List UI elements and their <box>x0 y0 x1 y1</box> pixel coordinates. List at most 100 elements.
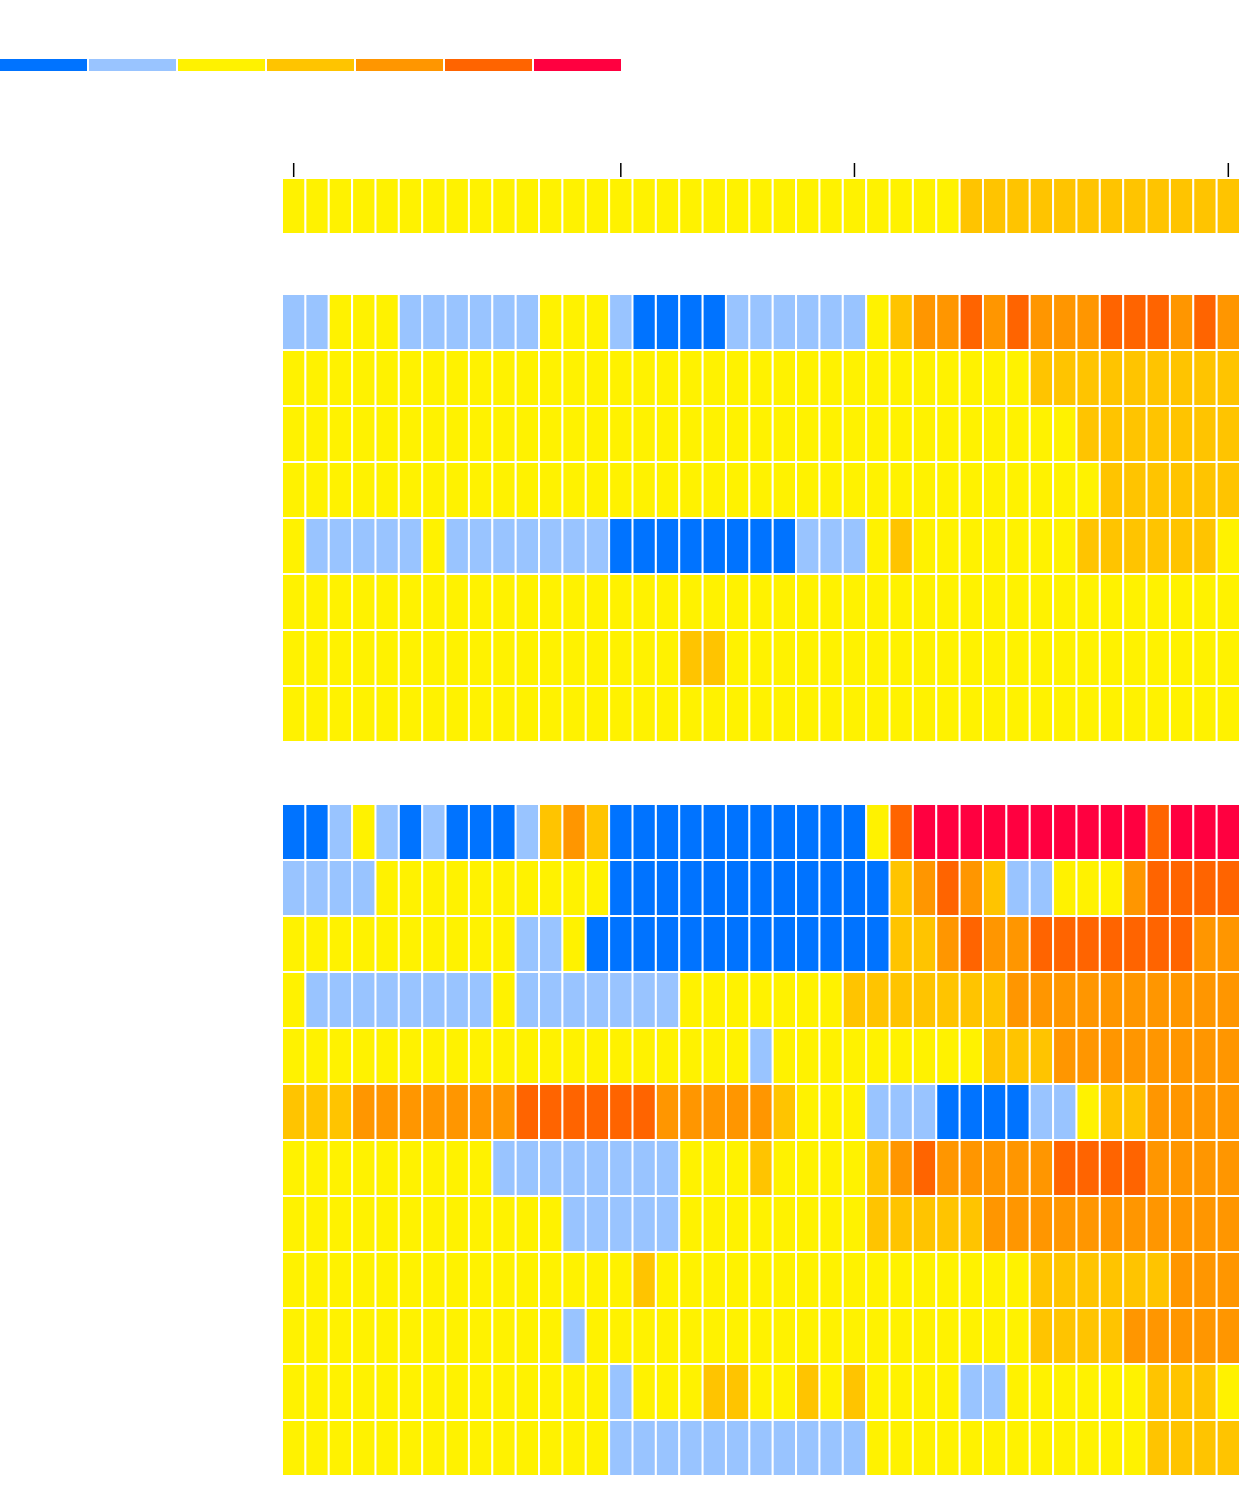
heatmap-cell <box>654 1083 681 1141</box>
heatmap-cell <box>981 1363 1008 1421</box>
heatmap-cell <box>281 573 307 631</box>
heatmap-cell <box>678 349 704 407</box>
heatmap-cell <box>608 1139 634 1197</box>
heatmap-cell <box>1005 1307 1031 1365</box>
heatmap-cell <box>865 1083 891 1141</box>
heatmap-cell <box>1098 971 1125 1029</box>
heatmap-cell <box>818 859 844 917</box>
heatmap-cell <box>771 971 798 1029</box>
heatmap-cell <box>935 517 961 575</box>
heatmap-cell <box>818 293 844 351</box>
heatmap-cell <box>1052 1251 1078 1309</box>
heatmap-cell <box>724 349 751 407</box>
heatmap-cell <box>701 1307 727 1365</box>
heatmap-cell <box>724 859 751 917</box>
heatmap-cell <box>911 517 938 575</box>
heatmap-cell <box>304 1139 330 1197</box>
heatmap-cell <box>748 1083 774 1141</box>
heatmap-cell <box>865 293 891 351</box>
legend-swatch-6 <box>534 59 621 71</box>
heatmap-cell <box>351 915 377 973</box>
heatmap-cell <box>1028 1251 1055 1309</box>
heatmap-cell <box>865 349 891 407</box>
heatmap-cell <box>1145 293 1171 351</box>
heatmap-cell <box>1005 349 1031 407</box>
heatmap-cell <box>1192 803 1218 861</box>
heatmap-cell <box>981 1251 1008 1309</box>
heatmap-cell <box>351 971 377 1029</box>
heatmap-cell <box>678 1251 704 1309</box>
heatmap-cell <box>467 1195 494 1253</box>
heatmap-cell <box>841 517 868 575</box>
heatmap-cell <box>818 1083 844 1141</box>
heatmap-cell <box>888 915 914 973</box>
heatmap-cell <box>748 461 774 519</box>
heatmap-cell <box>771 405 798 463</box>
heatmap-cell <box>748 1251 774 1309</box>
heatmap-cell <box>561 971 587 1029</box>
heatmap-cell <box>584 1307 611 1365</box>
heatmap-cell <box>701 517 727 575</box>
heatmap-cell <box>1052 293 1078 351</box>
legend-swatch-5 <box>445 59 532 71</box>
heatmap-cell <box>1215 1363 1240 1421</box>
heatmap-cell <box>678 1083 704 1141</box>
heatmap-cell <box>327 1419 354 1477</box>
heatmap-cell <box>911 859 938 917</box>
heatmap-cell <box>1005 293 1031 351</box>
heatmap-cell <box>281 349 307 407</box>
heatmap-cell <box>818 349 844 407</box>
heatmap-cell <box>654 349 681 407</box>
heatmap-cell <box>327 685 354 743</box>
heatmap-cell <box>561 1419 587 1477</box>
heatmap-cell <box>304 971 330 1029</box>
heatmap-cell <box>631 629 657 687</box>
heatmap-cell <box>678 629 704 687</box>
heatmap-cell <box>467 517 494 575</box>
heatmap-cell <box>514 629 541 687</box>
heatmap-cell <box>1215 915 1240 973</box>
heatmap-cell <box>1005 1419 1031 1477</box>
heatmap-cell <box>1075 293 1101 351</box>
heatmap-cell <box>1145 461 1171 519</box>
heatmap-cell <box>608 1251 634 1309</box>
heatmap-cell <box>1192 1251 1218 1309</box>
heatmap-cell <box>841 1027 868 1085</box>
heatmap-cell <box>327 293 354 351</box>
heatmap-cell <box>724 685 751 743</box>
heatmap-cell <box>1192 859 1218 917</box>
heatmap-cell <box>1098 461 1125 519</box>
heatmap-cell <box>444 915 470 973</box>
heatmap-cell <box>748 1363 774 1421</box>
heatmap-cell <box>444 1251 470 1309</box>
heatmap-cell <box>538 859 564 917</box>
heatmap-cell <box>374 517 400 575</box>
heatmap-cell <box>1122 971 1148 1029</box>
heatmap-cell <box>701 573 727 631</box>
heatmap-cell <box>374 1307 400 1365</box>
heatmap-cell <box>1075 1251 1101 1309</box>
heatmap-cell <box>1215 1139 1240 1197</box>
heatmap-cell <box>1192 1195 1218 1253</box>
heatmap-cell <box>421 1139 447 1197</box>
heatmap-cell <box>841 1139 868 1197</box>
heatmap-cell <box>304 1251 330 1309</box>
heatmap-cell <box>584 1363 611 1421</box>
heatmap-cell <box>631 971 657 1029</box>
heatmap-cell <box>701 859 727 917</box>
heatmap-cell <box>1168 1139 1195 1197</box>
heatmap-cell <box>444 293 470 351</box>
heatmap-cell <box>1028 405 1055 463</box>
heatmap-cell <box>397 1363 424 1421</box>
heatmap-cell <box>981 405 1008 463</box>
heatmap-cell <box>1168 461 1195 519</box>
heatmap-cell <box>351 1307 377 1365</box>
heatmap-cell <box>1192 629 1218 687</box>
heatmap-cell <box>748 629 774 687</box>
heatmap-cell <box>935 177 961 235</box>
heatmap-cell <box>397 1027 424 1085</box>
heatmap-cell <box>631 1083 657 1141</box>
heatmap-cell <box>608 859 634 917</box>
heatmap-cell <box>1098 629 1125 687</box>
heatmap-cell <box>538 971 564 1029</box>
